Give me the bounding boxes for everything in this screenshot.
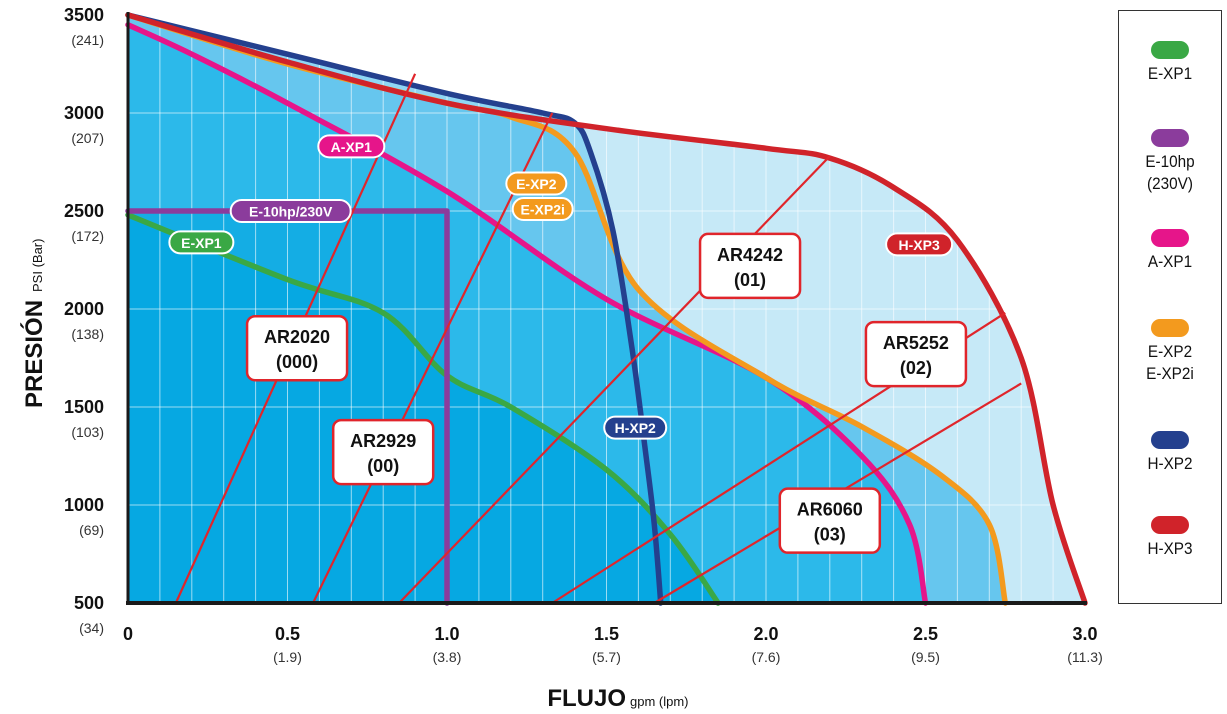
curve-label-e-xp1: E-XP1 <box>168 230 235 255</box>
svg-text:AR5252: AR5252 <box>883 333 949 353</box>
y-tick-sublabel: (172) <box>71 228 104 244</box>
y-tick-label: 500 <box>74 593 104 613</box>
x-tick-sublabel: (1.9) <box>273 649 302 665</box>
y-tick-label: 1500 <box>64 397 104 417</box>
y-tick-label: 1000 <box>64 495 104 515</box>
legend-swatch <box>1151 431 1189 449</box>
nozzle-line-ar2929 <box>312 112 554 604</box>
svg-text:H-XP2: H-XP2 <box>615 420 656 436</box>
y-tick-sublabel: (34) <box>79 620 104 636</box>
nozzle-labels: AR2020 (000) AR2929 (00) AR4242 (01) AR5252 (02… <box>245 232 968 554</box>
legend-item-h-xp3: H-XP3 <box>1119 516 1221 560</box>
y-tick-sublabel: (207) <box>71 130 104 146</box>
nozzle-label-ar2020: AR2020 (000) <box>245 314 349 382</box>
x-tick-label: 1.5 <box>594 624 619 644</box>
legend-label: E-10hp (230V) <box>1145 152 1195 193</box>
legend-label: E-XP2 E-XP2i <box>1146 342 1194 383</box>
y-tick-label: 2500 <box>64 201 104 221</box>
curve-label-e-xp2: E-XP2 <box>505 171 568 196</box>
svg-text:AR4242: AR4242 <box>717 245 783 265</box>
svg-text:AR2020: AR2020 <box>264 327 330 347</box>
x-tick-sublabel: (5.7) <box>592 649 621 665</box>
legend: E-XP1 E-10hp (230V) A-XP1 E-XP2 E-XP2i H-XP2… <box>1118 10 1222 604</box>
svg-text:A-XP1: A-XP1 <box>331 139 372 155</box>
curve-h-xp2 <box>125 12 664 606</box>
curve-label-h-xp2: H-XP2 <box>603 415 668 440</box>
curve-labels: A-XP1 E-10hp/230V E-XP1 E-XP2 E-XP2i H-XP2 H-X… <box>168 134 954 440</box>
legend-label: E-XP1 <box>1147 64 1193 83</box>
legend-item-e-xp1: E-XP1 <box>1119 41 1221 85</box>
nozzle-label-ar4242: AR4242 (01) <box>698 232 802 300</box>
legend-item-a-xp1: A-XP1 <box>1119 229 1221 273</box>
svg-text:E-XP1: E-XP1 <box>181 235 222 251</box>
svg-text:AR6060: AR6060 <box>797 500 863 520</box>
axes <box>126 12 1087 605</box>
legend-label: H-XP3 <box>1147 539 1193 558</box>
area-e-xp1 <box>128 214 719 603</box>
y-tick-sublabel: (103) <box>71 424 104 440</box>
nozzle-line-ar4242 <box>398 155 831 604</box>
legend-swatch <box>1151 516 1189 534</box>
curve-label-e-10hp: E-10hp/230V <box>229 199 352 223</box>
svg-text:(01): (01) <box>734 270 766 290</box>
legend-item-h-xp2: H-XP2 <box>1119 431 1221 475</box>
svg-text:(03): (03) <box>814 525 846 545</box>
x-tick-label: 3.0 <box>1072 624 1097 644</box>
legend-swatch <box>1151 129 1189 147</box>
y-tick-sublabel: (241) <box>71 32 104 48</box>
curve-h-xp3 <box>125 12 1088 606</box>
x-tick-sublabel: (11.3) <box>1067 649 1103 665</box>
svg-text:E-XP2: E-XP2 <box>516 176 557 192</box>
x-tick-label: 2.5 <box>913 624 938 644</box>
x-tick-label: 0.5 <box>275 624 300 644</box>
nozzle-label-ar5252: AR5252 (02) <box>864 320 968 388</box>
x-tick-sublabel: (3.8) <box>433 649 462 665</box>
legend-item-e-10hp-230v: E-10hp (230V) <box>1119 129 1221 195</box>
x-axis-unit: gpm (lpm) <box>630 694 689 709</box>
x-tick-sublabel: (9.5) <box>911 649 940 665</box>
x-tick-label: 2.0 <box>753 624 778 644</box>
x-axis-title: FLUJO <box>547 685 626 712</box>
legend-label: A-XP1 <box>1147 252 1193 271</box>
curve-label-h-xp3: H-XP3 <box>885 232 954 257</box>
svg-text:H-XP3: H-XP3 <box>899 237 940 253</box>
legend-swatch <box>1151 229 1189 247</box>
curve-e-xp1 <box>125 212 721 606</box>
x-tick-label: 1.0 <box>434 624 459 644</box>
y-axis-unit: PSI (Bar) <box>30 239 45 292</box>
svg-text:(000): (000) <box>276 352 318 372</box>
nozzle-label-ar2929: AR2929 (00) <box>331 418 435 486</box>
svg-text:E-10hp/230V: E-10hp/230V <box>249 204 333 220</box>
legend-swatch <box>1151 41 1189 59</box>
svg-text:E-XP2i: E-XP2i <box>521 202 565 218</box>
curve-label-a-xp1: A-XP1 <box>317 134 386 159</box>
svg-text:AR2929: AR2929 <box>350 431 416 451</box>
legend-label: H-XP2 <box>1147 454 1193 473</box>
y-tick-sublabel: (69) <box>79 522 104 538</box>
svg-text:(02): (02) <box>900 358 932 378</box>
legend-item-e-xp2-e-xp2i: E-XP2 E-XP2i <box>1119 319 1221 385</box>
x-tick-sublabel: (7.6) <box>752 649 781 665</box>
svg-text:(00): (00) <box>367 456 399 476</box>
curve-a-xp1 <box>125 22 929 606</box>
y-tick-label: 3000 <box>64 103 104 123</box>
legend-swatch <box>1151 319 1189 337</box>
x-tick-label: 0 <box>123 624 133 644</box>
y-tick-label: 2000 <box>64 299 104 319</box>
nozzle-label-ar6060: AR6060 (03) <box>778 487 882 554</box>
curve-label-e-xp2i: E-XP2i <box>511 197 574 222</box>
y-tick-sublabel: (138) <box>71 326 104 342</box>
y-tick-label: 3500 <box>64 5 104 25</box>
y-axis-title: PRESIÓN <box>20 300 48 408</box>
tick-labels: 0 0.5 (1.9) 1.0 (3.8) 1.5 (5.7) 2.0 (7.6) 2.5 (9.5… <box>64 5 1103 665</box>
